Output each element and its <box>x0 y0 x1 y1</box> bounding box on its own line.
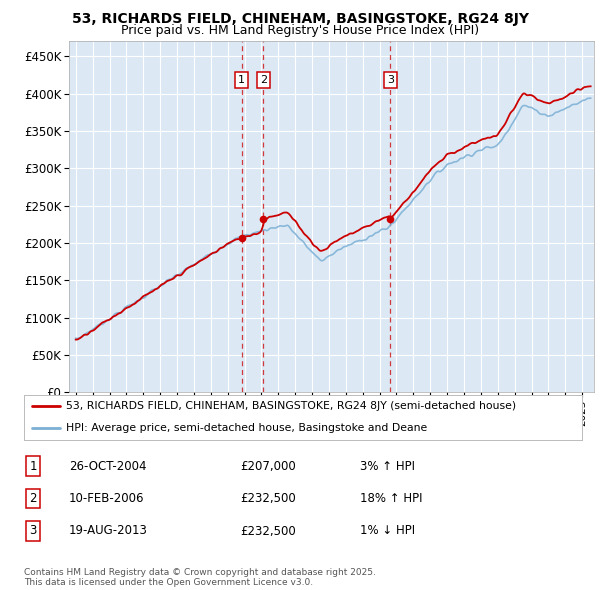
Text: 53, RICHARDS FIELD, CHINEHAM, BASINGSTOKE, RG24 8JY: 53, RICHARDS FIELD, CHINEHAM, BASINGSTOK… <box>71 12 529 26</box>
Text: 3: 3 <box>29 525 37 537</box>
Text: 3: 3 <box>387 75 394 85</box>
Text: Price paid vs. HM Land Registry's House Price Index (HPI): Price paid vs. HM Land Registry's House … <box>121 24 479 37</box>
Text: HPI: Average price, semi-detached house, Basingstoke and Deane: HPI: Average price, semi-detached house,… <box>66 424 427 434</box>
Text: 2: 2 <box>260 75 267 85</box>
Text: 1: 1 <box>238 75 245 85</box>
Text: 18% ↑ HPI: 18% ↑ HPI <box>360 492 422 505</box>
Text: 1: 1 <box>29 460 37 473</box>
Text: 10-FEB-2006: 10-FEB-2006 <box>69 492 145 505</box>
Text: £232,500: £232,500 <box>240 492 296 505</box>
Text: 1% ↓ HPI: 1% ↓ HPI <box>360 525 415 537</box>
Text: 3% ↑ HPI: 3% ↑ HPI <box>360 460 415 473</box>
Text: Contains HM Land Registry data © Crown copyright and database right 2025.
This d: Contains HM Land Registry data © Crown c… <box>24 568 376 587</box>
Text: 26-OCT-2004: 26-OCT-2004 <box>69 460 146 473</box>
Text: 53, RICHARDS FIELD, CHINEHAM, BASINGSTOKE, RG24 8JY (semi-detached house): 53, RICHARDS FIELD, CHINEHAM, BASINGSTOK… <box>66 401 516 411</box>
Text: £207,000: £207,000 <box>240 460 296 473</box>
Text: £232,500: £232,500 <box>240 525 296 537</box>
Text: 2: 2 <box>29 492 37 505</box>
Text: 19-AUG-2013: 19-AUG-2013 <box>69 525 148 537</box>
